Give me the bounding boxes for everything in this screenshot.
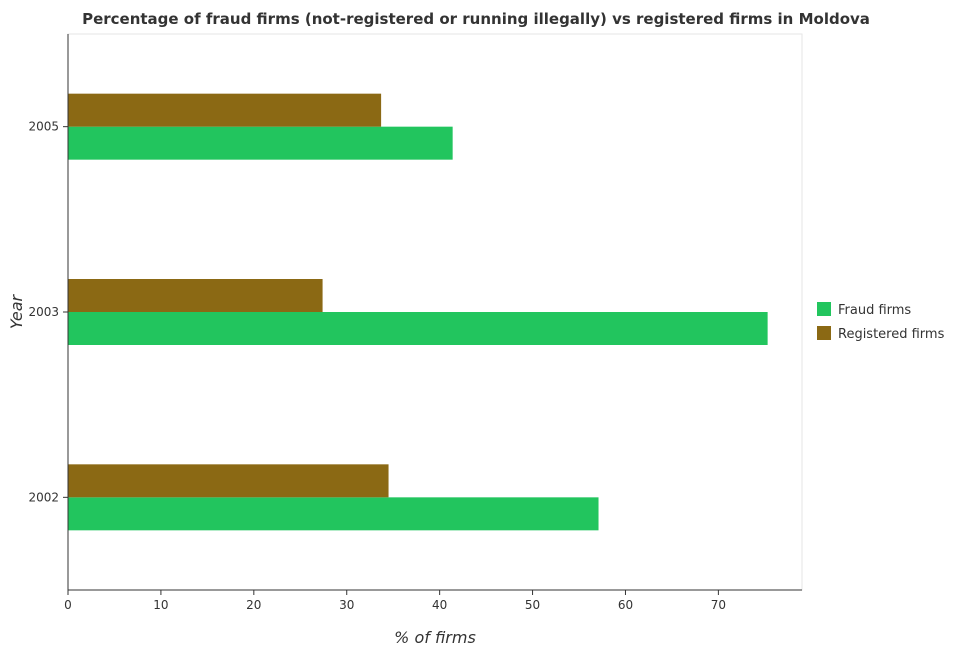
bar-registered-firms-2002 [68, 464, 389, 498]
y-tick-label: 2005 [28, 120, 59, 134]
x-tick-label: 50 [525, 598, 540, 612]
legend-swatch-registered-firms [817, 326, 831, 340]
y-tick-label: 2002 [28, 490, 59, 504]
y-tick-label: 2003 [28, 305, 59, 319]
axes-layer: 2002 2003 2005 0 10 20 30 40 50 60 70 [28, 34, 802, 612]
y-axis-title: Year [7, 293, 26, 329]
x-tick-label: 0 [64, 598, 72, 612]
bars-layer [68, 93, 768, 531]
x-tick-label: 10 [153, 598, 168, 612]
bar-registered-firms-2003 [68, 279, 323, 312]
bar-fraud-firms-2002 [68, 497, 599, 531]
legend-swatch-fraud-firms [817, 302, 831, 316]
x-tick-label: 40 [432, 598, 447, 612]
bar-fraud-firms-2003 [68, 312, 768, 345]
bar-fraud-firms-2005 [68, 126, 453, 160]
x-tick-label: 70 [711, 598, 726, 612]
legend-label: Fraud firms [838, 303, 911, 318]
x-tick-label: 30 [339, 598, 354, 612]
legend: Fraud firms Registered firms [817, 302, 945, 342]
x-tick-label: 60 [618, 598, 633, 612]
bar-registered-firms-2005 [68, 93, 382, 127]
chart-title: Percentage of fraud firms (not-registere… [82, 10, 870, 28]
legend-label: Registered firms [838, 327, 945, 342]
x-tick-label: 20 [246, 598, 261, 612]
x-axis-title: % of firms [394, 628, 476, 647]
